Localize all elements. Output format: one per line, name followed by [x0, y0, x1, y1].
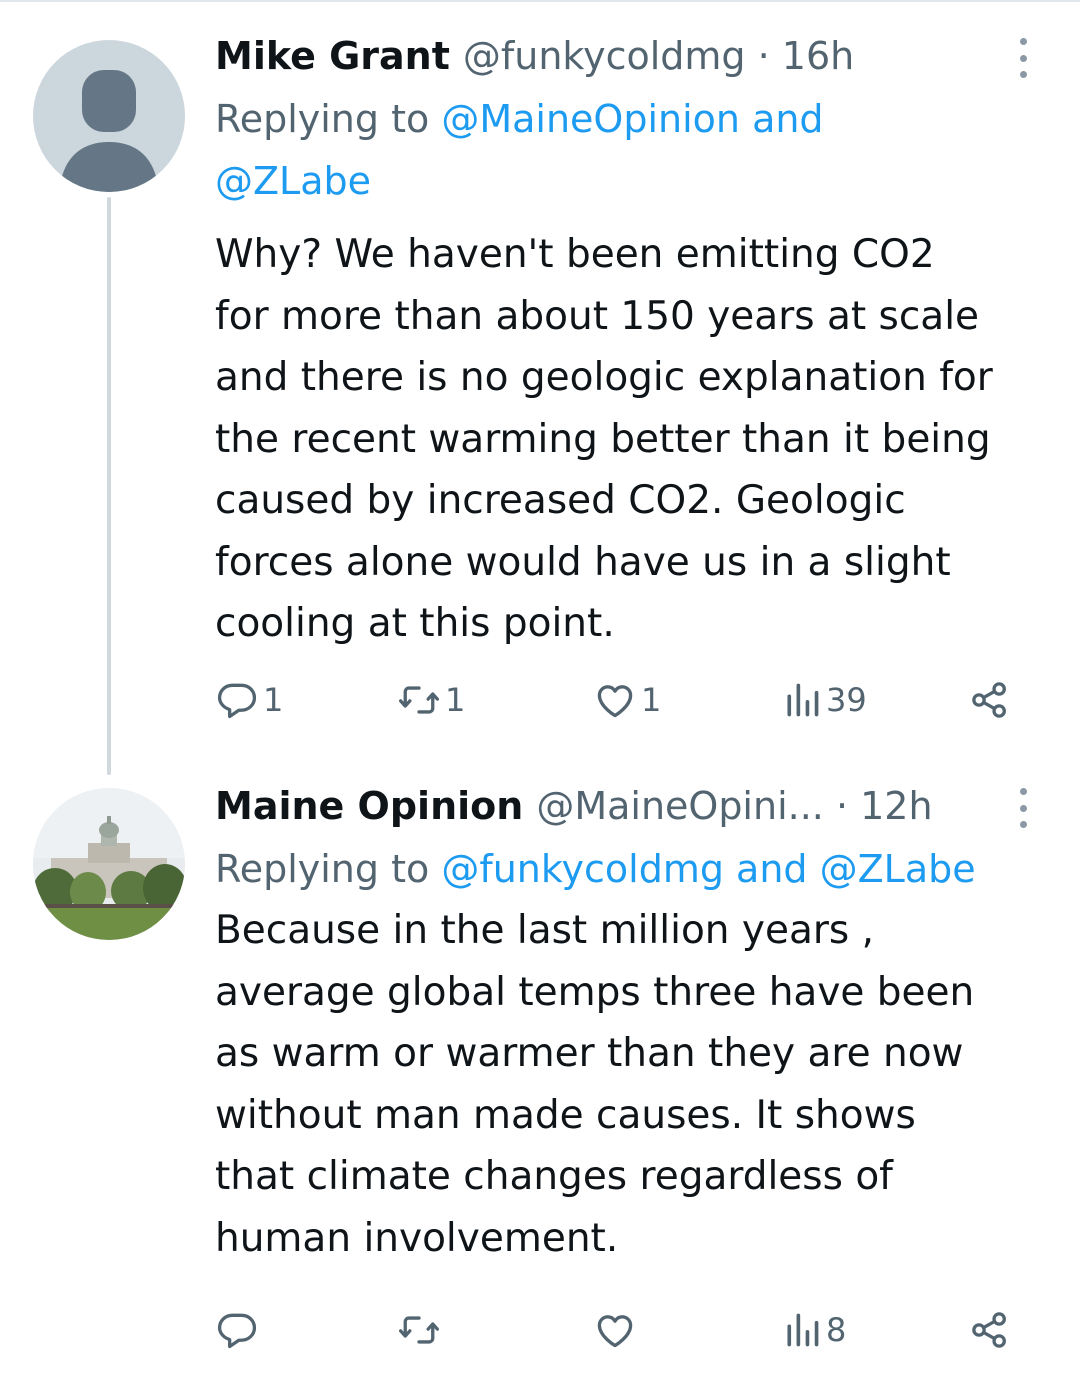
repost-button[interactable]	[397, 1305, 445, 1355]
avatar-maine-opinion[interactable]	[33, 788, 185, 940]
share-button[interactable]	[968, 1305, 1012, 1355]
like-button[interactable]	[593, 1305, 641, 1355]
repost-button[interactable]: 1	[397, 675, 465, 725]
tweet-1-actions: 1 1 1 39	[215, 675, 1025, 725]
author-name[interactable]: Mike Grant	[215, 34, 450, 78]
replying-to-links[interactable]: @MaineOpinion and	[441, 97, 824, 141]
heart-icon	[597, 1315, 633, 1348]
tweet-header: Maine Opinion @MaineOpini... · 12h	[215, 782, 1055, 830]
views-bar-chart-icon	[787, 683, 819, 717]
like-count: 1	[641, 681, 662, 719]
share-button[interactable]	[968, 675, 1012, 725]
more-options-icon[interactable]	[1013, 788, 1033, 828]
replying-to-label: Replying to	[215, 847, 430, 891]
replying-to-links[interactable]: @funkycoldmg and @ZLabe	[441, 847, 976, 891]
repost-count: 1	[445, 681, 466, 719]
share-icon	[972, 682, 1006, 718]
top-divider	[0, 0, 1080, 2]
replying-to: Replying to @funkycoldmg and @ZLabe	[215, 838, 1055, 900]
like-button[interactable]: 1	[593, 675, 661, 725]
more-options-icon[interactable]	[1013, 38, 1033, 78]
tweet-2[interactable]: Maine Opinion @MaineOpini... · 12h Reply…	[215, 782, 1055, 1269]
tweet-header: Mike Grant @funkycoldmg · 16h	[215, 32, 1055, 80]
views-bar-chart-icon	[787, 1313, 819, 1347]
reply-icon	[217, 683, 257, 719]
handle-and-time[interactable]: @funkycoldmg · 16h	[462, 34, 855, 78]
handle-and-time[interactable]: @MaineOpini... · 12h	[536, 784, 933, 828]
reply-button[interactable]: 1	[215, 675, 283, 725]
view-count: 8	[826, 1311, 847, 1349]
tweet-1[interactable]: Mike Grant @funkycoldmg · 16h Replying t…	[215, 32, 1055, 655]
default-person-icon	[33, 40, 185, 192]
repost-icon	[399, 686, 439, 714]
reply-count: 1	[263, 681, 284, 719]
view-count: 39	[826, 681, 867, 719]
reply-icon	[217, 1313, 257, 1349]
tweet-text: Why? We haven't been emitting CO2 for mo…	[215, 232, 993, 646]
tweet-2-actions: 8	[215, 1305, 1025, 1355]
repost-icon	[399, 1316, 439, 1344]
thread-connector-line	[107, 197, 111, 775]
tweet-text: Because in the last million years , aver…	[215, 908, 975, 1261]
replying-to-link-zlabe[interactable]: @ZLabe	[215, 159, 371, 203]
replying-to: Replying to @MaineOpinion and @ZLabe	[215, 88, 1055, 212]
avatar-mike-grant[interactable]	[33, 40, 185, 192]
views-button[interactable]: 8	[782, 1305, 846, 1355]
replying-to-label: Replying to	[215, 97, 430, 141]
share-icon	[972, 1312, 1006, 1348]
state-house-photo	[33, 788, 185, 940]
author-name[interactable]: Maine Opinion	[215, 784, 524, 828]
reply-button[interactable]	[215, 1305, 263, 1355]
heart-icon	[597, 685, 633, 718]
views-button[interactable]: 39	[782, 675, 867, 725]
